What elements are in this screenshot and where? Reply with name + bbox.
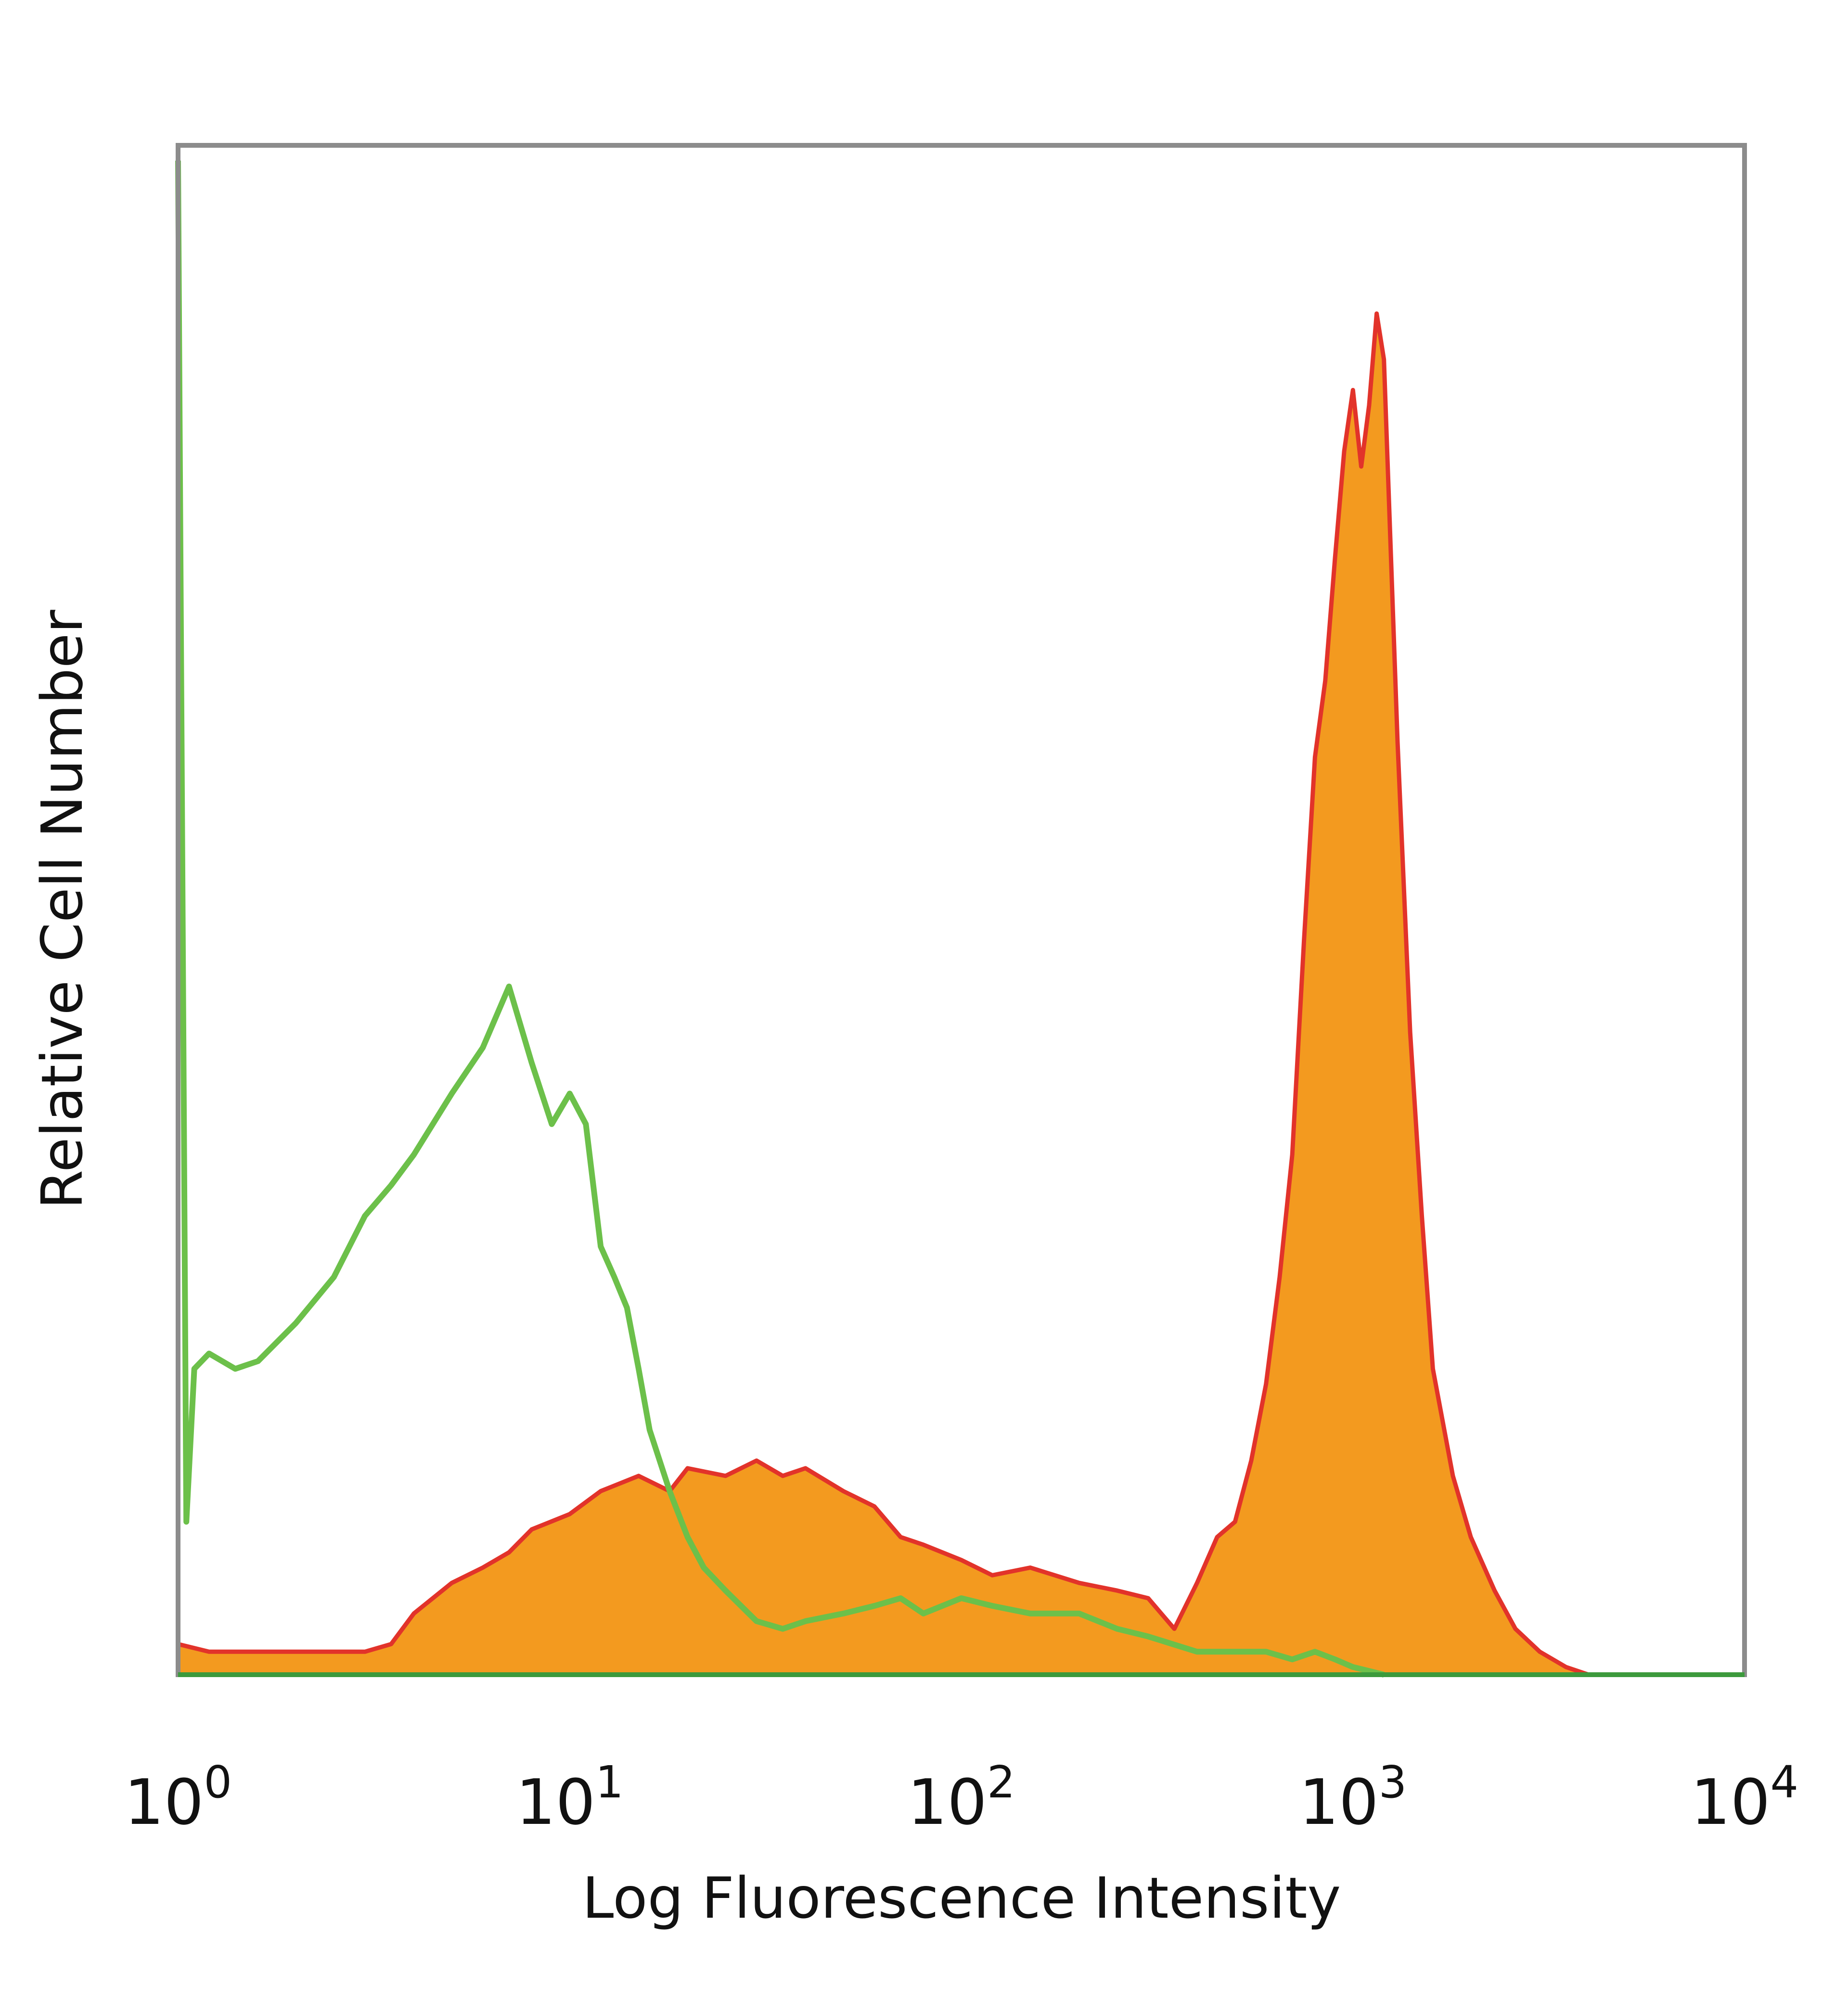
x-tick-label: 104 xyxy=(1691,1756,1798,1839)
x-axis-label: Log Fluorescence Intensity xyxy=(582,1865,1341,1931)
x-tick-labels: 100 101 102 103 104 xyxy=(124,1756,1798,1839)
series-2-line xyxy=(175,160,1385,1678)
x-tick-label: 103 xyxy=(1299,1756,1407,1839)
series-1-line xyxy=(177,311,1590,1677)
x-tick-label: 101 xyxy=(516,1756,624,1839)
series-layer xyxy=(175,160,1590,1678)
x-tick-label: 102 xyxy=(908,1756,1015,1839)
x-tick-label: 100 xyxy=(124,1756,232,1839)
y-axis-label: Relative Cell Number xyxy=(29,610,95,1209)
series-1-area xyxy=(178,313,1589,1675)
plot-frame xyxy=(176,143,1747,1677)
